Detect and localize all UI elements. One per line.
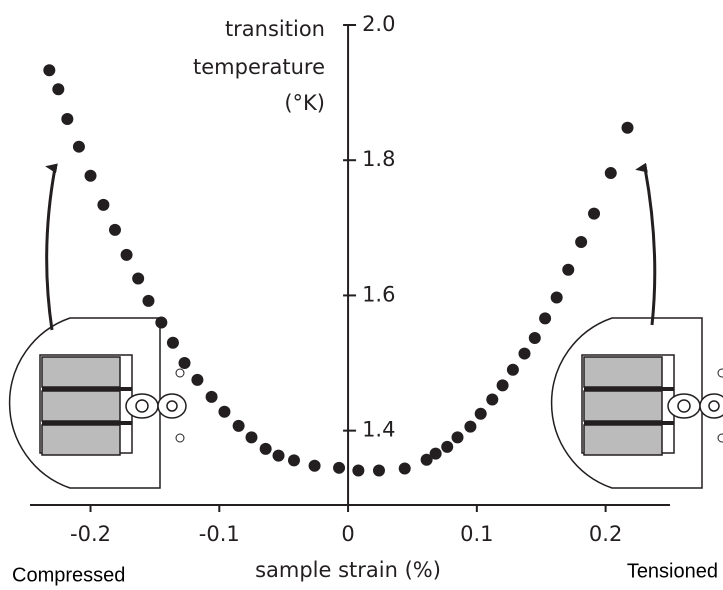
x-tick-label: -0.1 (199, 522, 240, 546)
point (178, 357, 191, 370)
point (155, 316, 168, 329)
x-tick-label: 0 (341, 522, 354, 546)
x-tick-label: -0.2 (70, 522, 111, 546)
tensioned-device (550, 317, 723, 489)
point (464, 420, 477, 433)
point (120, 248, 133, 261)
point (575, 236, 588, 249)
point (398, 462, 411, 475)
point (352, 464, 365, 477)
point (97, 198, 110, 211)
point (429, 447, 442, 460)
point (562, 263, 575, 276)
point (191, 373, 204, 386)
point (621, 121, 634, 134)
point (518, 347, 531, 360)
annotation: Tensioned (627, 560, 718, 582)
point (308, 459, 321, 472)
point (372, 464, 385, 477)
point (166, 336, 179, 349)
point (588, 207, 601, 220)
point (142, 294, 155, 307)
point (528, 332, 541, 345)
point (205, 390, 218, 403)
y-tick-label: 1.6 (362, 282, 395, 306)
point (420, 453, 433, 466)
point (604, 167, 617, 180)
y-axis-title: temperature (193, 55, 325, 79)
point (132, 272, 145, 285)
point (218, 405, 231, 418)
point (506, 363, 519, 376)
point (287, 454, 300, 467)
y-tick-label: 1.4 (362, 418, 395, 442)
compressed-device (8, 317, 187, 489)
point (72, 140, 85, 153)
point (52, 83, 65, 96)
point (259, 442, 272, 455)
point (272, 449, 285, 462)
point (451, 431, 464, 444)
y-tick-label: 1.8 (362, 147, 395, 171)
point (486, 393, 499, 406)
point (474, 407, 487, 420)
y-axis-title: (°K) (284, 91, 325, 115)
point (539, 312, 552, 325)
point (108, 223, 121, 236)
arrow (45, 163, 58, 331)
point (550, 291, 563, 304)
arrow (635, 162, 657, 326)
point (84, 169, 97, 182)
x-tick-label: 0.2 (589, 522, 622, 546)
point (232, 419, 245, 432)
x-tick-label: 0.1 (460, 522, 493, 546)
point (496, 379, 509, 392)
y-tick-label: 2.0 (362, 12, 395, 36)
x-axis-title: sample strain (%) (255, 558, 441, 582)
point (441, 440, 454, 453)
point (61, 112, 74, 125)
annotation: Compressed (12, 564, 125, 586)
point (333, 461, 346, 474)
point (43, 64, 56, 77)
y-axis-title: transition (225, 17, 325, 41)
point (245, 431, 258, 444)
